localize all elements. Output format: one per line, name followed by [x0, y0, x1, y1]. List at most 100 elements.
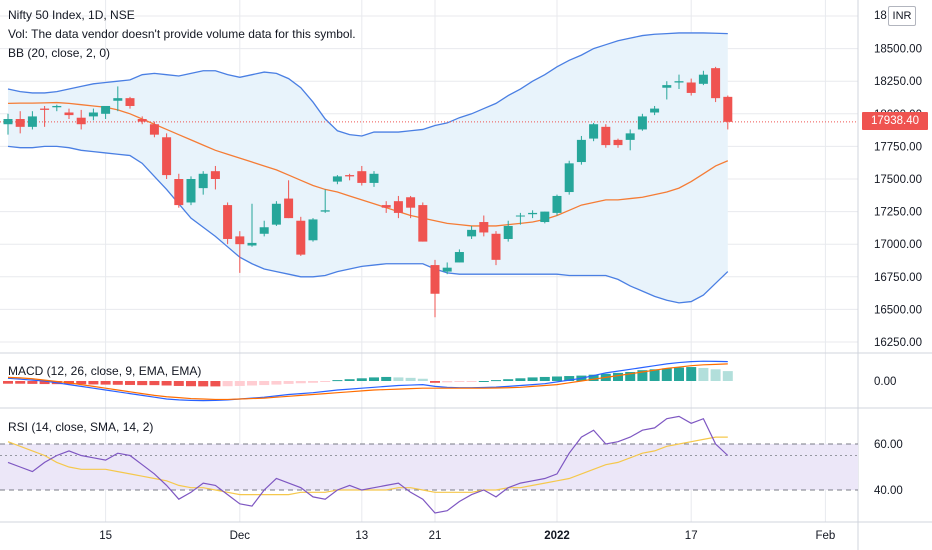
macd-legend[interactable]: MACD (12, 26, close, 9, EMA, EMA): [8, 364, 202, 378]
macd-histogram-bar: [503, 379, 514, 381]
rsi-legend[interactable]: RSI (14, close, SMA, 14, 2): [8, 420, 154, 434]
macd-histogram-bar: [649, 369, 660, 381]
x-tick-label: 13: [355, 530, 368, 542]
macd-histogram-bar: [320, 381, 331, 382]
axes: 1818500.0018250.0018000.0017750.0017500.…: [99, 10, 922, 542]
rsi-tick-label: 60.00: [874, 439, 903, 451]
macd-histogram-bar: [661, 368, 672, 381]
candle-body: [601, 126, 611, 146]
bollinger-basis-line: [7, 101, 729, 227]
macd-histogram-bar: [381, 376, 392, 381]
chart-title: Nifty 50 Index, 1D, NSE: [8, 8, 135, 22]
last-price-badge: 17938.40: [862, 112, 928, 130]
candle-body: [247, 242, 257, 246]
price-tick-label: 16750.00: [874, 272, 922, 284]
x-tick-label: 17: [685, 530, 698, 542]
macd-histogram-bar: [344, 379, 355, 381]
rsi-tick-label: 40.00: [874, 485, 903, 497]
macd-histogram-bar: [552, 376, 562, 381]
candle-body: [113, 98, 123, 101]
macd-histogram-bar: [295, 381, 306, 384]
bollinger-lines: [0, 32, 858, 304]
candle-body: [418, 205, 428, 242]
macd-histogram-bar: [88, 381, 99, 385]
candle-body: [698, 74, 708, 84]
candle-body: [625, 133, 635, 140]
candle-body: [308, 219, 318, 241]
candle-body: [589, 124, 599, 139]
candle-body: [235, 236, 245, 245]
candle-body: [467, 229, 477, 237]
macd-histogram-bar: [198, 381, 209, 387]
candle-body: [15, 119, 25, 127]
macd-histogram-bar: [393, 377, 404, 381]
candle-body: [381, 205, 391, 208]
candle-body: [515, 215, 525, 217]
rsi-pane: [0, 415, 858, 514]
candle-body: [137, 119, 147, 122]
candle-body: [345, 175, 355, 177]
candle-body: [406, 197, 416, 208]
macd-histogram-bar: [454, 381, 465, 382]
macd-histogram-bar: [222, 381, 233, 387]
candle-body: [637, 116, 647, 130]
macd-histogram-bar: [405, 377, 416, 381]
x-tick-label: 15: [99, 530, 112, 542]
macd-histogram-bar: [478, 381, 489, 382]
candle-body: [479, 222, 489, 233]
macd-histogram-bar: [686, 367, 697, 381]
bollinger-lower-line: [7, 145, 729, 304]
rsi-line: [7, 415, 729, 514]
price-tick-label: 17250.00: [874, 207, 922, 219]
candle-body: [88, 112, 98, 117]
candle-body: [576, 139, 586, 163]
macd-histogram-bar: [515, 378, 526, 381]
candle-body: [101, 105, 111, 114]
candle-body: [125, 98, 135, 106]
macd-histogram-bar: [125, 381, 135, 385]
x-tick-label: 21: [429, 530, 442, 542]
macd-histogram-bar: [15, 381, 26, 384]
macd-histogram-bar: [39, 381, 50, 385]
macd-histogram-bar: [430, 381, 440, 383]
candle-body: [198, 173, 208, 189]
macd-histogram-bar: [588, 374, 599, 381]
candle-body: [40, 108, 50, 110]
currency-button[interactable]: INR: [888, 6, 916, 26]
macd-histogram-bar: [234, 381, 245, 386]
candle-body: [296, 220, 306, 255]
bollinger-band-area: [8, 32, 728, 303]
macd-histogram-bar: [3, 381, 13, 384]
candle-body: [540, 211, 550, 223]
macd-histogram-bar: [259, 381, 270, 386]
candle-body: [332, 176, 342, 182]
macd-histogram-bar: [100, 381, 111, 385]
candle-body: [650, 108, 660, 113]
macd-histogram-bar: [308, 381, 318, 383]
candle-body: [186, 179, 196, 203]
macd-histogram-bar: [466, 381, 477, 382]
macd-histogram-bar: [491, 380, 501, 382]
candle-body: [503, 225, 513, 239]
signal-line: [7, 363, 728, 401]
candle-body: [711, 68, 721, 99]
bb-legend[interactable]: BB (20, close, 2, 0): [8, 46, 111, 60]
candle-body: [52, 105, 62, 108]
candles: [3, 66, 733, 318]
bollinger-fill: [8, 32, 728, 303]
price-tick-label: 17000.00: [874, 239, 922, 251]
macd-histogram-bar: [637, 370, 648, 381]
candle-body: [76, 117, 86, 125]
candle-body: [320, 210, 330, 212]
macd-pane: [3, 360, 733, 402]
candle-body: [393, 201, 403, 213]
candle-body: [27, 116, 37, 127]
macd-histogram-bar: [149, 381, 160, 386]
macd-histogram-bar: [442, 381, 453, 383]
macd-histogram-bar: [625, 372, 636, 381]
x-tick-label: 2022: [544, 530, 570, 542]
price-tick-label: 16250.00: [874, 337, 922, 349]
candle-body: [369, 173, 379, 183]
macd-histogram-bar: [27, 381, 38, 384]
